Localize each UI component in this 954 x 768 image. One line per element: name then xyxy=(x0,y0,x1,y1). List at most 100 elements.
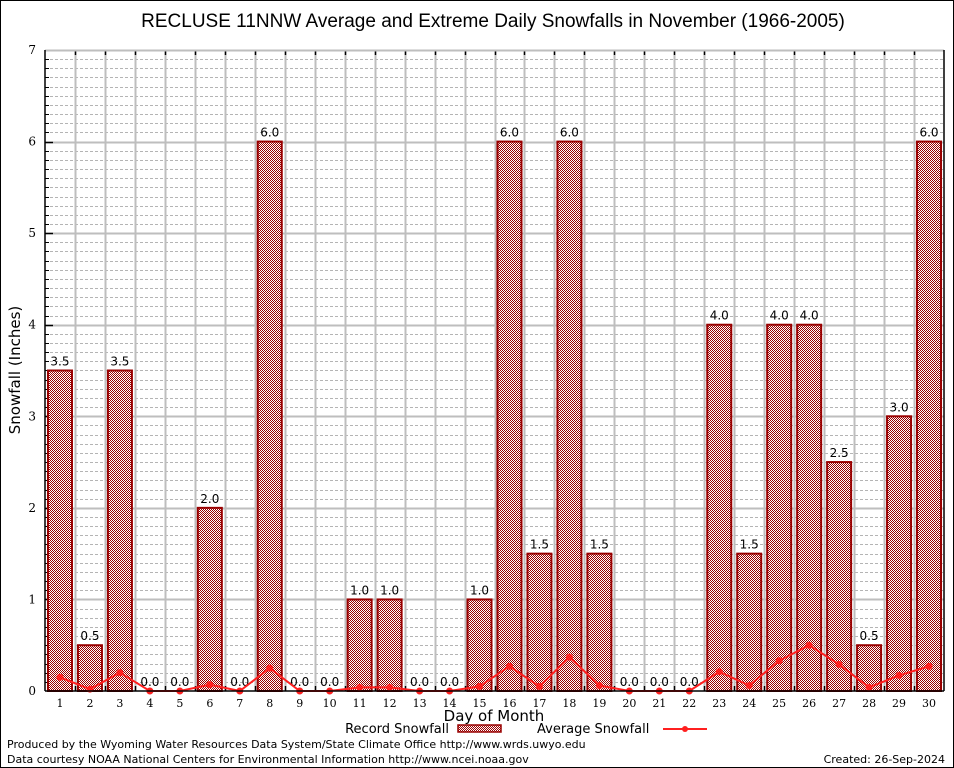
x-tick-label: 20 xyxy=(622,697,636,710)
y-tick-labels: 0 1 2 3 4 5 6 7 xyxy=(28,43,36,698)
bar-value-label: 3.5 xyxy=(50,355,69,369)
x-tick-label: 27 xyxy=(832,697,846,710)
legend-record-swatch xyxy=(457,724,502,733)
x-tick-label: 8 xyxy=(266,697,273,710)
y-axis-label: Snowfall (Inches) xyxy=(6,306,24,434)
bar-labels: 3.5 0.5 3.5 0.0 0.0 2.0 0.0 6.0 0.0 0.0 1.0 1.0 0.0 0… xyxy=(50,126,938,689)
x-tick-label: 24 xyxy=(742,697,756,710)
record-bar xyxy=(196,506,223,692)
footer-created-date: Created: 26-Sep-2024 xyxy=(824,753,945,766)
x-tick-label: 25 xyxy=(772,697,786,710)
average-point xyxy=(116,669,124,677)
average-point xyxy=(775,657,783,665)
bar-value-label: 0.0 xyxy=(290,675,309,689)
x-tick-label: 22 xyxy=(682,697,696,710)
x-tick-label: 17 xyxy=(532,697,546,710)
bar-value-label: 0.0 xyxy=(410,675,429,689)
legend-average-label: Average Snowfall xyxy=(537,722,649,737)
record-bar xyxy=(466,598,493,693)
record-bar xyxy=(376,598,403,693)
average-point xyxy=(476,682,484,690)
average-point xyxy=(835,660,843,668)
bar-value-label: 0.0 xyxy=(230,675,249,689)
legend: Record Snowfall Average Snowfall xyxy=(345,722,707,737)
bar-value-label: 6.0 xyxy=(919,126,938,140)
bar-value-label: 0.0 xyxy=(140,675,159,689)
average-point xyxy=(56,673,64,681)
bar-value-label: 1.5 xyxy=(590,538,609,552)
y-tick-label: 6 xyxy=(28,135,36,149)
bar-value-label: 1.0 xyxy=(470,583,489,597)
record-bar xyxy=(46,369,73,692)
bar-value-label: 2.0 xyxy=(200,492,219,506)
average-polyline xyxy=(59,644,930,693)
axes xyxy=(44,49,945,692)
bar-value-label: 4.0 xyxy=(770,309,789,323)
record-bar xyxy=(706,323,733,692)
x-tick-label: 15 xyxy=(473,697,487,710)
bar-value-label: 0.0 xyxy=(680,675,699,689)
x-tick-label: 6 xyxy=(206,697,213,710)
average-point xyxy=(386,683,394,691)
bar-value-label: 0.0 xyxy=(440,675,459,689)
bar-value-label: 1.0 xyxy=(380,583,399,597)
x-tick-label: 3 xyxy=(116,697,123,710)
average-point xyxy=(925,662,933,670)
record-bar xyxy=(106,369,133,692)
record-bars xyxy=(46,140,943,693)
x-tick-label: 18 xyxy=(562,697,576,710)
x-axis-label: Day of Month xyxy=(444,707,545,725)
x-tick-label: 1 xyxy=(56,697,63,710)
x-tick-label: 19 xyxy=(592,697,606,710)
bar-value-label: 6.0 xyxy=(500,126,519,140)
bar-value-label: 0.5 xyxy=(80,629,99,643)
bar-value-label: 0.0 xyxy=(620,675,639,689)
average-point xyxy=(266,664,274,672)
legend-record-label: Record Snowfall xyxy=(345,722,449,737)
legend-average-marker xyxy=(682,726,688,732)
x-tick-label: 10 xyxy=(323,697,337,710)
average-point xyxy=(895,671,903,679)
y-tick-label: 4 xyxy=(28,318,36,332)
x-tick-label: 30 xyxy=(922,697,936,710)
record-bar xyxy=(586,552,613,693)
x-tick-label: 16 xyxy=(502,697,516,710)
bar-value-label: 2.5 xyxy=(830,446,849,460)
bar-value-label: 6.0 xyxy=(560,126,579,140)
bar-value-label: 0.0 xyxy=(320,675,339,689)
record-bar xyxy=(496,140,523,693)
record-bar xyxy=(916,140,943,693)
bar-value-label: 6.0 xyxy=(260,126,279,140)
average-point xyxy=(535,682,543,690)
footer-produced-by: Produced by the Wyoming Water Resources … xyxy=(7,738,586,751)
x-tick-label: 4 xyxy=(146,697,153,710)
y-tick-label: 7 xyxy=(28,43,36,57)
x-tick-label: 13 xyxy=(413,697,427,710)
x-tick-label: 29 xyxy=(892,697,906,710)
x-tick-labels: 1 2 3 4 5 6 7 8 9 10 11 12 13 14 15 16 17 18 19 20 21 22 23 24 2… xyxy=(56,697,936,710)
y-tick-label: 1 xyxy=(28,592,36,606)
x-tick-label: 2 xyxy=(86,697,93,710)
x-tick-label: 9 xyxy=(296,697,303,710)
bar-value-label: 3.5 xyxy=(110,355,129,369)
average-point xyxy=(595,682,603,690)
x-tick-label: 7 xyxy=(236,697,243,710)
record-bar xyxy=(796,323,823,692)
y-tick-label: 2 xyxy=(28,501,36,515)
average-point xyxy=(505,662,513,670)
record-bar xyxy=(766,323,793,692)
bar-value-label: 0.0 xyxy=(170,675,189,689)
bar-value-label: 3.0 xyxy=(890,400,909,414)
bar-value-label: 1.5 xyxy=(530,538,549,552)
grid xyxy=(45,50,944,691)
chart-title: RECLUSE 11NNW Average and Extreme Daily … xyxy=(141,11,845,32)
average-point xyxy=(565,653,573,661)
bar-value-label: 1.5 xyxy=(740,538,759,552)
record-bar xyxy=(826,461,853,693)
bar-value-label: 0.5 xyxy=(860,629,879,643)
footer-data-courtesy: Data courtesy NOAA National Centers for … xyxy=(7,753,529,766)
record-bar xyxy=(76,644,103,693)
x-tick-label: 26 xyxy=(802,697,816,710)
x-tick-label: 23 xyxy=(712,697,726,710)
